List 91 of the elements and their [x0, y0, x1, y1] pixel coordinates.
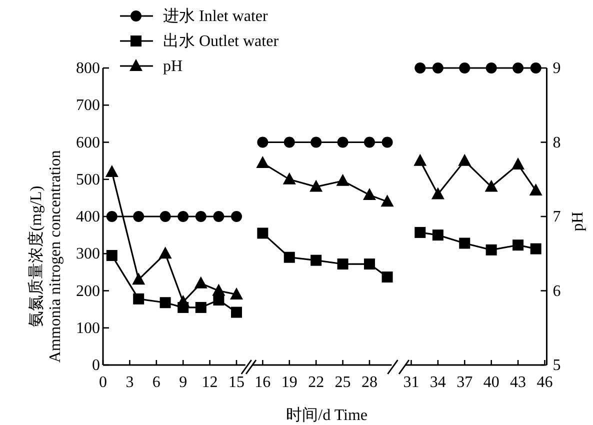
- point: [484, 180, 498, 192]
- x-tick-label: 15: [228, 374, 244, 391]
- point: [362, 188, 376, 200]
- y2-tick-label: 9: [552, 60, 561, 77]
- point: [432, 62, 444, 74]
- point: [310, 254, 322, 266]
- y2-tick-label: 7: [552, 208, 561, 226]
- x-axis-title: 时间/d Time: [286, 406, 368, 424]
- point: [106, 211, 118, 222]
- point: [105, 164, 118, 177]
- point: [382, 272, 393, 283]
- x-tick-label: 16: [254, 374, 271, 391]
- point: [231, 211, 242, 222]
- point: [512, 62, 524, 74]
- point: [458, 154, 472, 166]
- point: [257, 228, 268, 239]
- x-tick-label: 6: [152, 374, 160, 391]
- x-tick-label: 34: [430, 374, 446, 391]
- point: [512, 240, 524, 251]
- point: [160, 211, 171, 222]
- x-tick-label: 37: [456, 374, 473, 391]
- y2-tick-label: 6: [552, 282, 561, 300]
- y-tick-label: 300: [76, 246, 100, 263]
- point: [459, 238, 470, 249]
- point: [132, 272, 146, 285]
- point: [257, 136, 268, 148]
- legend-label: 进水 Inlet water: [163, 7, 269, 25]
- point: [530, 62, 542, 74]
- point: [284, 252, 295, 263]
- point: [284, 136, 295, 148]
- point: [178, 211, 189, 222]
- x-tick-label: 9: [179, 374, 188, 391]
- x-tick-label: 3: [126, 374, 134, 391]
- x-tick-label: 22: [308, 374, 324, 391]
- point: [310, 136, 322, 148]
- point: [160, 297, 171, 308]
- point: [106, 250, 118, 261]
- point: [230, 287, 243, 300]
- point: [364, 258, 375, 270]
- y2-tick-label: 5: [552, 357, 561, 374]
- point: [282, 172, 296, 184]
- point: [212, 284, 226, 296]
- y2-axis-title: pH: [570, 211, 587, 232]
- x-tick-label: 43: [510, 374, 526, 391]
- y-tick-label: 700: [76, 97, 100, 114]
- y-tick-label: 400: [76, 208, 100, 226]
- x-tick-label: 12: [202, 374, 218, 391]
- point: [195, 302, 206, 313]
- point: [414, 62, 426, 74]
- x-tick-label: 40: [483, 374, 500, 391]
- y-tick-label: 800: [76, 60, 100, 77]
- point: [432, 230, 444, 241]
- x-tick-label: 31: [403, 374, 420, 391]
- point: [310, 180, 323, 192]
- y-tick-label: 200: [76, 282, 100, 300]
- point: [414, 226, 426, 238]
- legend-label: 出水 Outlet water: [163, 32, 280, 50]
- point: [459, 62, 470, 74]
- point: [529, 184, 542, 196]
- x-tick-label: 28: [361, 374, 378, 391]
- point: [158, 246, 172, 259]
- y-axis-title: 氨氮质量浓度(mg/L) Ammonia nitrogen concentration: [27, 150, 64, 363]
- y-tick-label: 100: [76, 320, 100, 337]
- point: [486, 244, 497, 256]
- point: [213, 211, 224, 222]
- point: [486, 62, 497, 74]
- point: [530, 243, 542, 254]
- point: [176, 294, 190, 307]
- y-tick-label: 500: [76, 171, 100, 188]
- point: [194, 276, 208, 288]
- point: [382, 136, 393, 148]
- x-tick-label: 25: [334, 374, 351, 391]
- y-tick-label: 0: [92, 357, 100, 374]
- y-tick-label: 600: [76, 134, 100, 152]
- point: [256, 156, 270, 168]
- point: [431, 187, 444, 200]
- x-tick-label: 19: [281, 374, 298, 391]
- y2-tick-label: 8: [552, 134, 561, 152]
- point: [337, 136, 348, 148]
- point: [133, 293, 144, 304]
- point: [133, 211, 144, 222]
- legend-label: pH: [163, 58, 183, 75]
- point: [336, 174, 350, 186]
- point: [414, 154, 427, 166]
- point: [380, 194, 394, 207]
- point: [337, 258, 348, 270]
- x-tick-label: 46: [536, 374, 553, 391]
- point: [231, 306, 242, 318]
- point: [195, 211, 206, 222]
- point: [364, 136, 375, 148]
- point: [512, 158, 525, 170]
